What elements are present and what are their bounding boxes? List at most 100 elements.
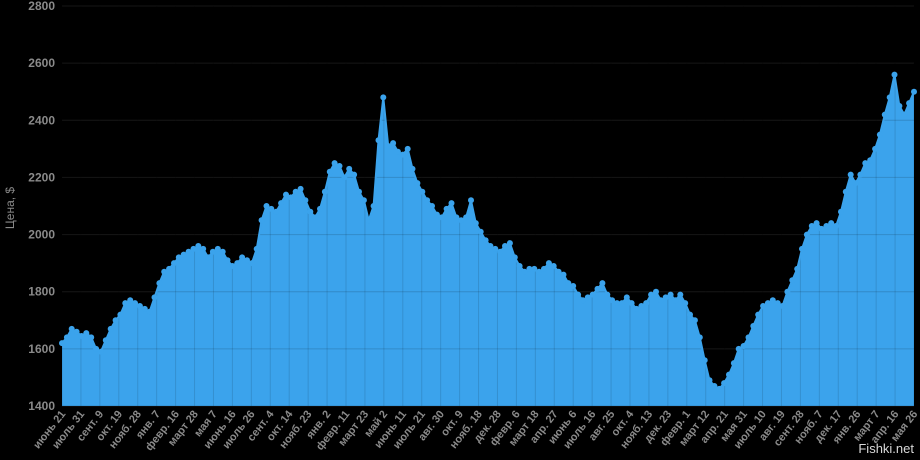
data-point [161,268,168,275]
y-tick-label: 2200 [28,170,55,184]
data-point [487,243,494,249]
data-point [764,300,771,307]
data-point [662,294,669,301]
data-point [438,214,445,221]
data-point [784,288,791,295]
data-point [799,245,805,252]
data-point [346,165,353,172]
data-point [696,334,703,341]
data-point [618,300,625,307]
data-point [857,171,864,178]
y-axis-label: Цена, $ [3,187,17,230]
data-point [803,231,810,238]
data-point [429,203,435,209]
data-point [419,188,426,195]
data-point [468,197,474,204]
data-point [745,334,752,341]
data-point [609,297,616,304]
data-point [171,260,177,267]
data-point [730,360,737,367]
y-tick-label: 2600 [28,56,55,70]
data-point [458,217,465,224]
data-point [555,268,562,275]
data-point [239,254,246,261]
data-point [463,214,470,221]
data-point [842,188,849,195]
data-point [657,297,664,304]
data-point [896,103,903,109]
data-point [589,291,596,298]
data-point [594,285,601,292]
data-point [453,214,460,221]
data-point [443,205,450,212]
data-point [506,240,513,247]
data-point [667,291,674,298]
y-tick-label: 1800 [28,285,55,299]
data-point [185,248,192,255]
data-point [356,188,362,195]
data-point [59,340,65,347]
y-axis-ticks: 1400 1600 1800 2000 2200 2400 2600 2800 [28,0,55,413]
data-point [180,251,187,258]
series-area [62,74,914,406]
data-point [414,180,421,187]
data-point [701,357,708,364]
data-point [721,380,728,387]
data-point [643,300,650,307]
y-tick-label: 2400 [28,113,55,127]
data-point [287,194,294,201]
data-point [477,228,484,235]
data-point [448,200,455,207]
data-point [516,263,523,269]
data-point [867,157,874,164]
data-point [253,245,260,252]
data-point [112,317,119,324]
data-point [575,291,582,298]
data-point [244,257,250,264]
data-point [521,268,528,275]
data-point [536,268,543,275]
data-point [146,308,153,315]
data-point [409,165,416,172]
data-point [141,305,148,312]
data-point [779,303,786,309]
data-point [706,377,713,384]
data-point [127,297,134,304]
data-point [828,220,835,227]
data-point [599,280,606,287]
data-point [511,254,518,261]
data-point [175,254,182,261]
data-point [584,294,591,301]
data-point [472,220,479,227]
data-point [906,100,913,107]
data-point [760,303,767,309]
data-point [424,197,431,204]
data-point [691,317,698,324]
data-point [107,325,114,332]
data-point [847,171,854,178]
data-point [726,371,732,378]
data-point [278,200,285,207]
data-point [614,300,620,307]
data-point [224,257,231,264]
data-point [258,217,265,224]
data-point [813,220,820,227]
data-point [716,385,723,392]
data-point [789,277,796,284]
data-point [390,140,397,147]
data-point [404,145,411,152]
data-point [365,217,372,224]
watermark-logo: Fishki.net [858,441,914,456]
data-point [156,280,163,287]
data-point [341,174,348,181]
data-point [818,225,825,232]
data-point [292,188,299,195]
data-point [560,271,567,278]
data-point [102,337,109,344]
data-point [531,265,538,272]
data-point [263,203,270,209]
data-point [394,148,401,155]
data-point [63,334,70,341]
data-point [219,248,226,255]
